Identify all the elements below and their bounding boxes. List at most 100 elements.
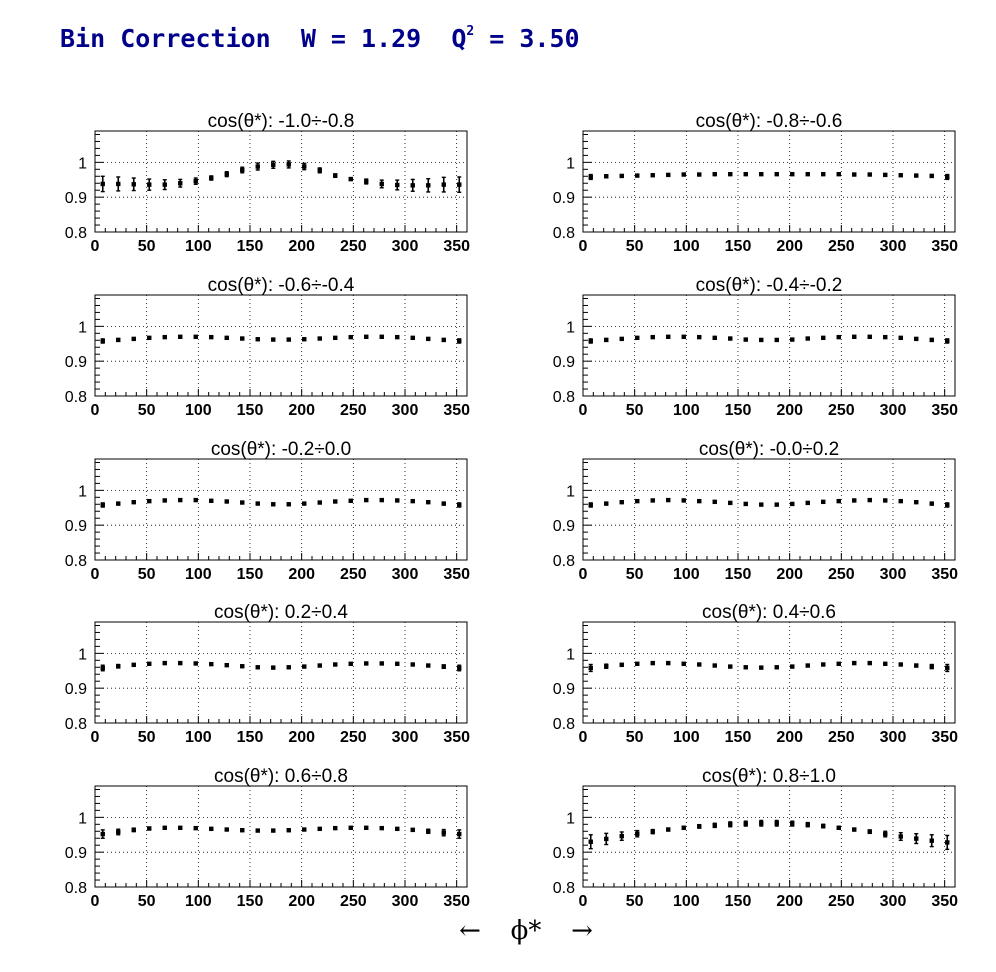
- data-marker: [147, 335, 152, 341]
- data-marker: [116, 337, 121, 343]
- data-point: [697, 172, 702, 177]
- data-point: [410, 178, 415, 192]
- data-marker: [945, 840, 950, 845]
- data-point: [836, 334, 841, 340]
- data-point: [426, 828, 431, 835]
- data-point: [914, 833, 919, 845]
- data-point: [867, 497, 872, 503]
- data-marker: [836, 334, 841, 340]
- data-point: [759, 819, 764, 827]
- data-marker: [712, 663, 717, 668]
- data-point: [697, 334, 702, 340]
- panel-3: cos(θ*): -0.6÷-0.4 0 50 100 150 200 250 300 350 0…: [65, 275, 470, 419]
- data-marker: [240, 664, 245, 669]
- data-marker: [426, 336, 431, 342]
- data-marker: [162, 660, 167, 666]
- x-tick-label: 200: [288, 402, 315, 419]
- data-point: [193, 825, 198, 831]
- x-tick-label: 100: [673, 402, 700, 419]
- data-marker: [728, 336, 733, 341]
- x-tick-label: 0: [91, 729, 100, 746]
- y-tick-label: 1: [78, 319, 87, 336]
- data-marker: [821, 499, 826, 505]
- y-tick-label: 0.9: [553, 845, 575, 862]
- data-marker: [131, 336, 136, 342]
- data-marker: [929, 337, 934, 343]
- data-point: [302, 827, 307, 832]
- data-point: [116, 337, 121, 343]
- plot-frame: [582, 621, 956, 724]
- data-point: [883, 172, 888, 178]
- data-point: [790, 337, 795, 342]
- data-point: [681, 334, 686, 339]
- data-point: [728, 500, 733, 506]
- data-point: [821, 823, 826, 829]
- plot-frame: [94, 621, 468, 724]
- data-point: [333, 825, 338, 831]
- data-point: [604, 663, 609, 670]
- data-marker: [224, 662, 229, 668]
- x-tick-label: 0: [579, 402, 588, 419]
- data-marker: [348, 661, 353, 666]
- data-marker: [728, 822, 733, 827]
- data-marker: [697, 172, 702, 177]
- data-marker: [898, 335, 903, 341]
- data-point: [209, 826, 214, 832]
- data-point: [441, 828, 446, 837]
- data-point: [131, 827, 136, 833]
- data-point: [759, 171, 764, 177]
- data-point: [255, 665, 260, 670]
- data-point: [929, 501, 934, 506]
- data-marker: [224, 171, 229, 177]
- data-marker: [929, 173, 934, 179]
- data-point: [410, 662, 415, 667]
- data-marker: [379, 181, 384, 187]
- plot-frame: [582, 458, 956, 561]
- data-marker: [588, 338, 593, 344]
- data-point: [712, 663, 717, 668]
- x-tick-label: 200: [288, 238, 315, 255]
- data-marker: [883, 831, 888, 837]
- data-marker: [650, 173, 655, 178]
- data-point: [116, 176, 121, 192]
- data-point: [147, 178, 152, 191]
- panel-10: cos(θ*): 0.8÷1.0 0 50 100 150 200 250 300 350 0.8…: [553, 766, 958, 910]
- plot-frame: [94, 458, 468, 561]
- y-tick-label: 1: [78, 810, 87, 827]
- data-marker: [317, 168, 322, 173]
- data-point: [619, 831, 624, 842]
- data-point: [883, 661, 888, 666]
- y-tick-label: 1: [566, 155, 575, 172]
- data-marker: [147, 182, 152, 187]
- data-point: [635, 661, 640, 666]
- data-marker: [131, 499, 136, 505]
- data-marker: [302, 827, 307, 832]
- data-point: [666, 827, 671, 832]
- data-point: [852, 827, 857, 832]
- data-point: [147, 661, 152, 666]
- data-marker: [712, 499, 717, 505]
- panel-2: cos(θ*): -0.8÷-0.6 0 50 100 150 200 250 300 350 0…: [553, 111, 958, 255]
- data-point: [588, 663, 593, 673]
- data-marker: [852, 827, 857, 832]
- data-point: [898, 498, 903, 504]
- data-point: [712, 499, 717, 505]
- data-point: [240, 828, 245, 833]
- data-point: [883, 334, 888, 340]
- data-marker: [100, 502, 105, 508]
- data-marker: [348, 498, 353, 503]
- data-marker: [410, 827, 415, 833]
- x-tick-label: 300: [392, 402, 419, 419]
- x-tick-label: 300: [880, 893, 907, 910]
- data-marker: [852, 660, 857, 666]
- x-tick-label: 200: [288, 566, 315, 583]
- data-marker: [914, 836, 919, 841]
- data-marker: [743, 171, 748, 177]
- data-marker: [395, 661, 400, 666]
- data-point: [929, 337, 934, 343]
- data-point: [836, 171, 841, 177]
- data-point: [604, 174, 609, 179]
- data-marker: [348, 825, 353, 830]
- y-tick-label: 0.8: [65, 716, 87, 733]
- data-marker: [790, 171, 795, 177]
